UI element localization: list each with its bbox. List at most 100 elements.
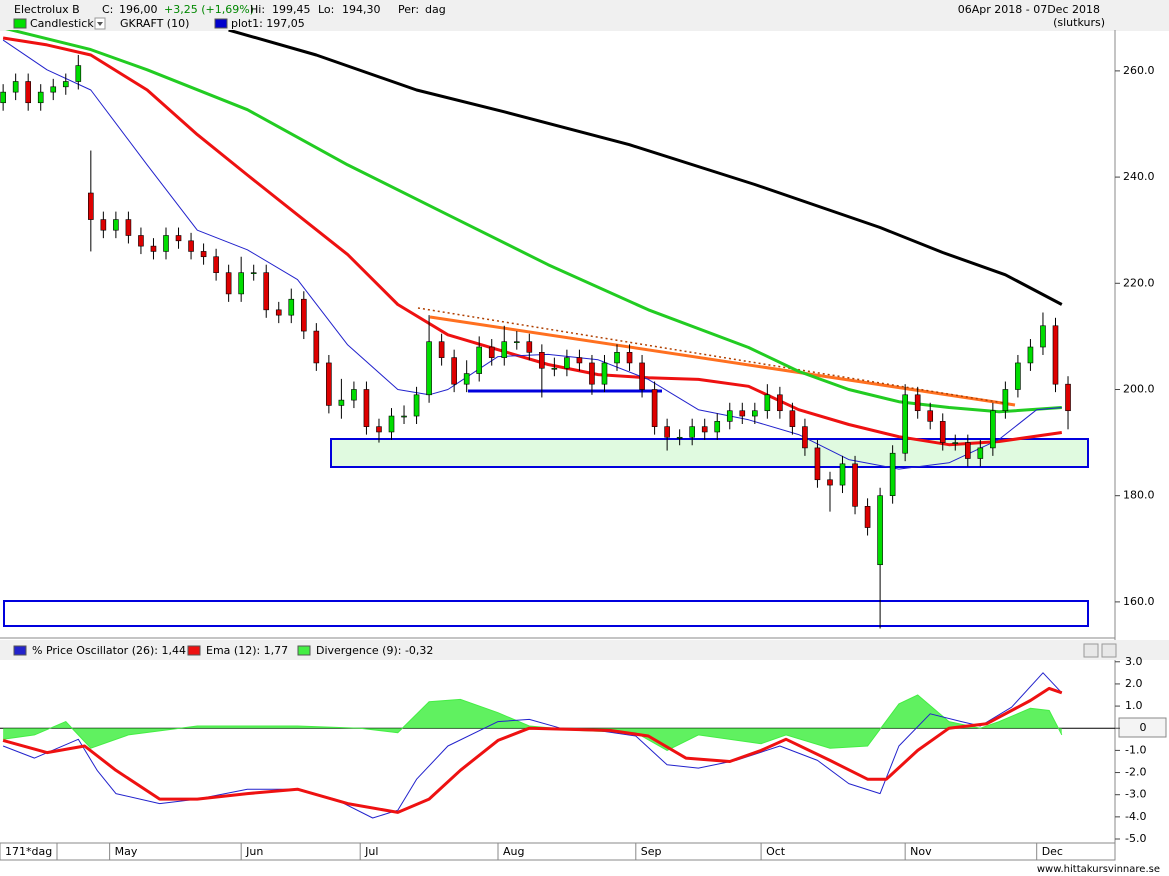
candle-body xyxy=(752,410,758,417)
oscillator-header xyxy=(0,640,1169,660)
candle-body xyxy=(75,65,82,82)
x-tick-label: Nov xyxy=(910,845,932,858)
candle-body xyxy=(351,389,357,401)
candle-body xyxy=(175,235,182,242)
high-label: Hi: xyxy=(250,3,265,16)
legend-swatch xyxy=(214,18,228,29)
support-zone-low xyxy=(3,600,1089,627)
y-tick-label: -2.0 xyxy=(1125,766,1146,779)
y-tick-label: -1.0 xyxy=(1125,743,1146,756)
candle-body xyxy=(1002,389,1009,412)
candle-body xyxy=(852,463,858,507)
candle-body xyxy=(526,341,533,353)
x-tick-label: Jun xyxy=(245,845,263,858)
y-tick-label: 1.0 xyxy=(1125,699,1143,712)
y-tick-label: -4.0 xyxy=(1125,810,1146,823)
axes: 160.0 180.0 200.0 220.0 240.0 260.0 3.0 2.0 1.0 0… xyxy=(109,64,1155,860)
y-tick-label: 3.0 xyxy=(1125,655,1143,668)
candle-body xyxy=(864,506,871,528)
y-tick-label: 200.0 xyxy=(1123,382,1155,395)
candle-body xyxy=(476,346,483,374)
legend-swatch xyxy=(187,645,201,656)
candle-body xyxy=(564,357,570,369)
candle-body xyxy=(388,415,395,433)
candle-body xyxy=(125,219,132,236)
legend: Candlestick GKRAFT (10) plot1: 197,05 % Pri… xyxy=(13,17,433,657)
candle-body xyxy=(1065,383,1071,412)
candle-body xyxy=(301,298,307,332)
candle-body xyxy=(12,81,19,93)
oscillator-plot xyxy=(0,672,1115,819)
candle-body xyxy=(589,362,595,385)
candle-body xyxy=(1052,325,1059,385)
candle-body xyxy=(889,452,896,496)
y-tick-label: 260.0 xyxy=(1123,64,1155,77)
candle-body xyxy=(726,410,733,422)
candle-body xyxy=(163,235,169,252)
moving-average xyxy=(5,30,1062,414)
candle-body xyxy=(902,394,908,454)
candle-body xyxy=(50,86,57,93)
candle-body xyxy=(138,235,144,247)
period-label: Per: xyxy=(398,3,419,16)
candle-body xyxy=(451,357,457,385)
candle-body xyxy=(200,251,207,258)
dropdown-arrow xyxy=(97,22,103,26)
candle-body xyxy=(1040,325,1046,348)
candle-body xyxy=(338,399,345,406)
candle-body xyxy=(914,394,921,412)
change-value: +3,25 (+1,69%) xyxy=(164,3,254,16)
candle-body xyxy=(626,352,633,364)
candle-body xyxy=(438,341,445,358)
x-tick-label: Dec xyxy=(1042,845,1063,858)
source: www.hittakursvinnare.se xyxy=(1037,864,1160,875)
legend-label: plot1: 197,05 xyxy=(231,17,305,30)
y-tick-label: 160.0 xyxy=(1123,595,1155,608)
moving-average xyxy=(2,36,1063,447)
legend-swatch xyxy=(13,645,27,656)
close-value: 196,00 xyxy=(119,3,158,16)
candle-body xyxy=(639,362,645,390)
legend-label: Candlestick xyxy=(30,17,94,30)
candle-body xyxy=(225,272,232,295)
date-range: 06Apr 2018 - 07Dec 2018 xyxy=(958,3,1100,16)
low-value: 194,30 xyxy=(342,3,381,16)
candle-body xyxy=(676,436,683,439)
candle-body xyxy=(426,341,432,396)
candle-body xyxy=(827,479,833,486)
candle-body xyxy=(664,426,670,438)
candle-body xyxy=(275,309,282,316)
candle-body xyxy=(188,240,194,252)
candle-body xyxy=(463,373,470,385)
candle-body xyxy=(238,272,244,295)
candle-body xyxy=(927,410,934,422)
x-tick-label: Sep xyxy=(641,845,662,858)
candle-body xyxy=(88,192,94,220)
candle-body xyxy=(62,81,69,88)
y-tick-label: 220.0 xyxy=(1123,276,1155,289)
stock-title: Electrolux B xyxy=(14,3,80,16)
candle-body xyxy=(551,367,558,370)
divergence-fill xyxy=(3,695,1062,751)
legend-label: % Price Oscillator (26): 1,44 xyxy=(32,644,186,657)
candle-body xyxy=(701,426,708,433)
candle-body xyxy=(714,421,721,433)
candle-body xyxy=(488,346,495,358)
candle-body xyxy=(326,362,332,406)
candle-body xyxy=(313,330,320,364)
candle-body xyxy=(1027,346,1034,364)
settings-button[interactable] xyxy=(1101,643,1117,658)
candle-body xyxy=(0,91,6,104)
candle-body xyxy=(964,442,971,459)
header-bar xyxy=(0,0,1169,31)
y-tick-label: 2.0 xyxy=(1125,677,1143,690)
candle-body xyxy=(363,389,370,427)
candle-body xyxy=(150,245,157,252)
candle-body xyxy=(250,272,257,274)
candle-body xyxy=(601,362,608,385)
legend-label: Divergence (9): -0,32 xyxy=(316,644,433,657)
zoom-button[interactable] xyxy=(1083,643,1099,658)
candle-body xyxy=(839,463,846,486)
candle-body xyxy=(100,219,107,231)
legend-swatch xyxy=(13,18,27,29)
